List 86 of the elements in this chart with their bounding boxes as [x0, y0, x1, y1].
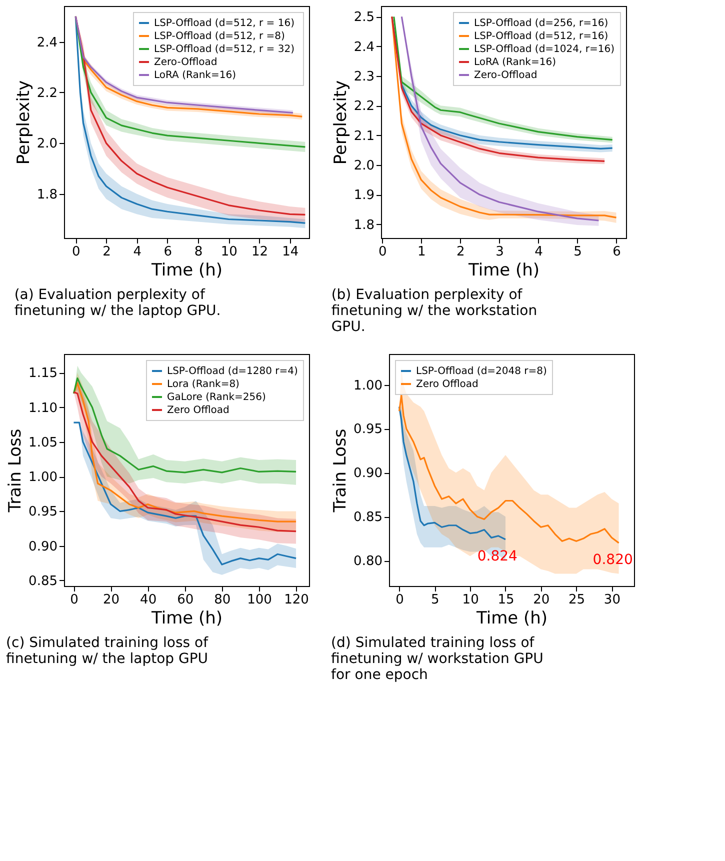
- x-axis-title: Time (h): [150, 260, 223, 280]
- y-tick-label: 2.1: [354, 128, 374, 144]
- y-tick-label: 2.2: [36, 86, 58, 101]
- x-tick-label: 120: [284, 592, 309, 608]
- x-tick-label: 2: [456, 244, 465, 260]
- legend-label: LSP-Offload (d=2048 r=8): [416, 366, 548, 377]
- legend-label: LSP-Offload (d=512, r =8): [154, 31, 286, 42]
- x-tick-label: 1: [418, 244, 426, 260]
- y-axis-title: Train Loss: [330, 428, 351, 514]
- x-tick-label: 5: [431, 592, 440, 608]
- y-tick-label: 2.4: [36, 35, 58, 50]
- x-tick-label: 15: [498, 592, 514, 608]
- legend-label: LoRA (Rank=16): [154, 70, 236, 81]
- x-tick-label: 30: [604, 592, 620, 608]
- x-tick-label: 10: [220, 244, 238, 260]
- x-tick-label: 80: [214, 592, 231, 608]
- y-tick-label: 1.10: [28, 400, 58, 416]
- legend-label: Zero-Offload: [474, 70, 538, 81]
- x-tick-label: 0: [72, 244, 80, 260]
- y-tick-label: 2.0: [354, 158, 374, 174]
- x-tick-label: 14: [282, 244, 299, 260]
- text: (a) Evaluation perplexity of finetuning w/ the laptop GPU.: [14, 287, 221, 319]
- y-tick-label: 0.95: [354, 422, 382, 438]
- y-tick-label: 0.95: [28, 504, 58, 520]
- annotation: 0.824: [477, 548, 518, 564]
- text: (b) Evaluation perplexity of finetuning w/ the workstation GPU.: [331, 287, 538, 335]
- x-tick-label: 4: [534, 244, 543, 260]
- x-tick-label: 6: [164, 244, 172, 260]
- x-tick-label: 6: [612, 244, 621, 260]
- y-tick-label: 0.85: [354, 510, 382, 526]
- x-axis-title: Time (h): [475, 608, 548, 628]
- y-tick-label: 1.15: [28, 366, 58, 382]
- x-tick-label: 100: [247, 592, 272, 608]
- x-tick-label: 0: [396, 592, 404, 608]
- x-tick-label: 40: [140, 592, 157, 608]
- x-axis-title: Time (h): [150, 608, 223, 628]
- legend-label: LSP-Offload (d=1024, r=16): [474, 44, 615, 55]
- y-tick-label: 1.8: [36, 187, 58, 202]
- y-tick-label: 2.0: [36, 136, 58, 152]
- x-tick-label: 20: [103, 592, 120, 608]
- legend-label: LSP-Offload (d=512, r=16): [474, 31, 608, 42]
- x-axis-title: Time (h): [467, 260, 540, 280]
- x-tick-label: 4: [133, 244, 142, 260]
- y-tick-label: 2.5: [354, 10, 374, 26]
- legend-label: GaLore (Rank=256): [167, 392, 266, 403]
- x-tick-label: 3: [496, 244, 504, 260]
- y-tick-label: 2.2: [354, 99, 374, 114]
- x-tick-label: 5: [574, 244, 582, 260]
- text: (c) Simulated training loss of finetuning w/ the laptop GPU: [6, 635, 210, 667]
- line-series: [398, 394, 620, 544]
- x-tick-label: 25: [568, 592, 586, 608]
- legend-label: LSP-Offload (d=256, r=16): [474, 18, 608, 29]
- legend-label: Zero Offload: [416, 379, 478, 390]
- y-tick-label: 1.00: [28, 470, 58, 486]
- x-tick-label: 0: [70, 592, 78, 608]
- legend-label: Lora (Rank=8): [167, 379, 240, 390]
- y-tick-label: 1.00: [354, 378, 382, 394]
- text: (d) Simulated training loss of finetuning w/ workstation GPU for one epoch: [331, 635, 544, 683]
- y-tick-label: 2.4: [354, 40, 374, 55]
- y-axis-title: Train Loss: [6, 428, 26, 514]
- legend-label: LSP-Offload (d=512, r = 16): [154, 18, 295, 29]
- y-tick-label: 0.90: [28, 539, 58, 554]
- x-tick-label: 12: [251, 244, 268, 260]
- y-tick-label: 2.3: [354, 70, 374, 85]
- x-tick-label: 0: [378, 244, 387, 260]
- legend-label: LSP-Offload (d=512, r = 32): [154, 44, 295, 55]
- y-tick-label: 1.8: [354, 218, 374, 233]
- x-tick-label: 2: [102, 244, 111, 260]
- legend-label: Zero-Offload: [154, 57, 218, 68]
- y-axis-title: Perplexity: [14, 80, 34, 165]
- line-series: [72, 377, 297, 474]
- x-tick-label: 10: [462, 592, 479, 608]
- x-tick-label: 60: [177, 592, 194, 608]
- legend-label: Zero Offload: [167, 405, 230, 416]
- y-tick-label: 0.90: [354, 466, 382, 482]
- y-tick-label: 1.9: [354, 188, 374, 204]
- legend-label: LSP-Offload (d=1280 r=4): [167, 366, 298, 377]
- line-series: [398, 406, 506, 540]
- y-tick-label: 0.80: [354, 554, 382, 570]
- legend-label: LoRA (Rank=16): [474, 57, 556, 68]
- annotation: 0.820: [592, 552, 633, 568]
- y-tick-label: 0.85: [28, 574, 58, 589]
- y-axis-title: Perplexity: [330, 80, 351, 165]
- x-tick-label: 20: [533, 592, 550, 608]
- x-tick-label: 8: [194, 244, 203, 260]
- y-tick-label: 1.05: [28, 435, 58, 450]
